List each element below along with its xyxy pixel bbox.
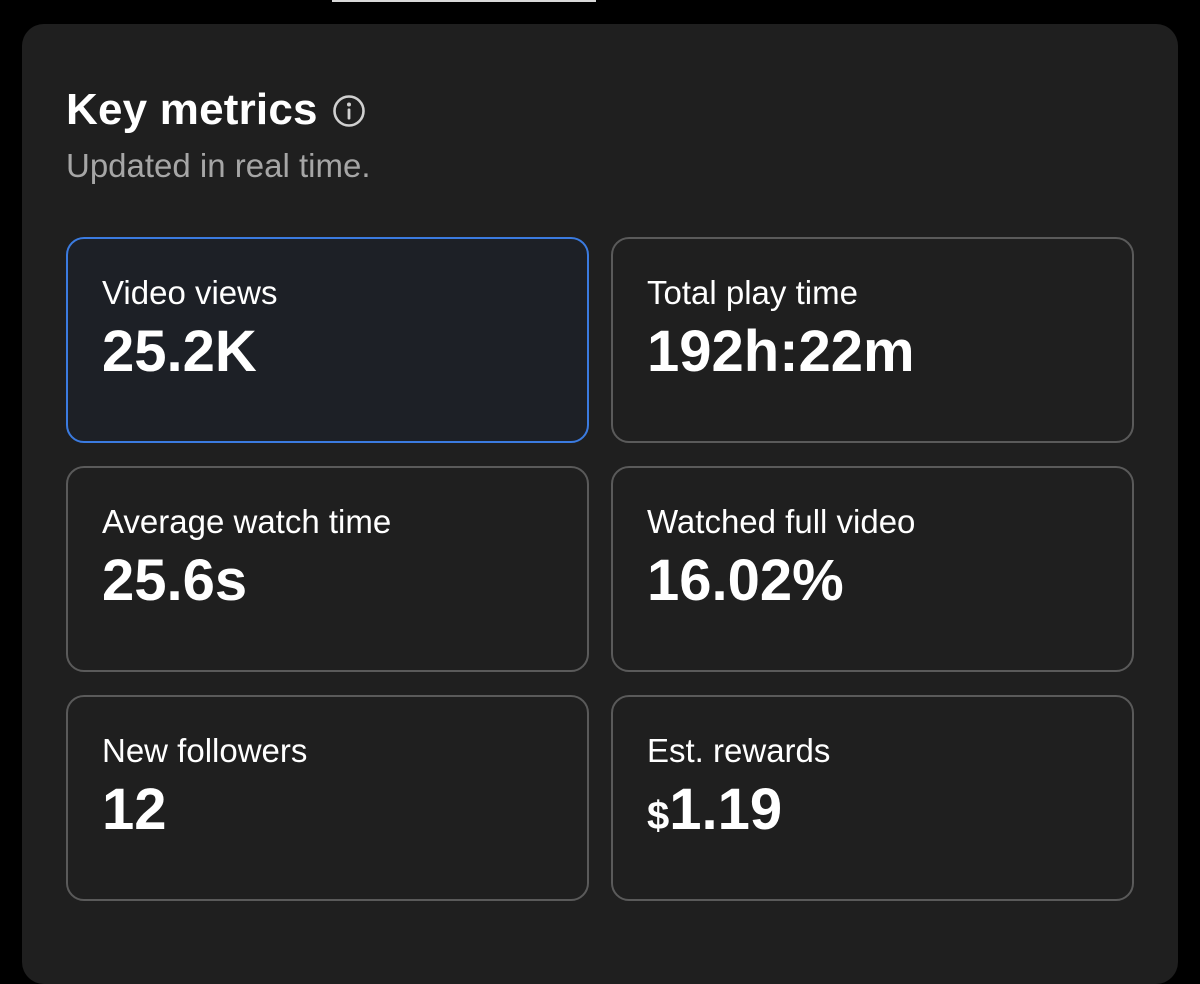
subtitle: Updated in real time. (66, 147, 371, 184)
currency-symbol: $ (647, 794, 670, 838)
metric-value: 25.2K (102, 319, 257, 384)
metric-card-average-watch-time[interactable]: Average watch time 25.6s (66, 466, 589, 672)
metric-label: Video views (102, 274, 278, 311)
metric-card-total-play-time[interactable]: Total play time 192h:22m (611, 237, 1134, 443)
metric-card-new-followers[interactable]: New followers 12 (66, 695, 589, 901)
metric-label: Average watch time (102, 503, 392, 540)
metric-card-est-rewards[interactable]: Est. rewards $1.19 (611, 695, 1134, 901)
info-circle-icon[interactable] (332, 94, 366, 128)
metric-card-video-views[interactable]: Video views 25.2K (66, 237, 589, 443)
title-row: Key metrics (66, 84, 371, 136)
reward-amount: 1.19 (669, 777, 783, 842)
metric-label: New followers (102, 732, 308, 769)
metric-value: 25.6s (102, 548, 248, 613)
metrics-grid: Video views 25.2K Total play time 192h:2… (66, 237, 1134, 901)
metric-value: 12 (102, 777, 167, 842)
metric-label: Est. rewards (647, 732, 831, 769)
metric-value: 192h:22m (647, 319, 915, 384)
metric-value: 16.02% (647, 548, 844, 613)
metric-label: Watched full video (647, 503, 916, 540)
top-edge-line (332, 0, 596, 2)
key-metrics-header: Key metrics Updated in real time. (66, 84, 371, 186)
metric-value: $1.19 (647, 777, 1098, 849)
page-title: Key metrics (66, 85, 318, 134)
metric-label: Total play time (647, 274, 858, 311)
metric-card-watched-full-video[interactable]: Watched full video 16.02% (611, 466, 1134, 672)
